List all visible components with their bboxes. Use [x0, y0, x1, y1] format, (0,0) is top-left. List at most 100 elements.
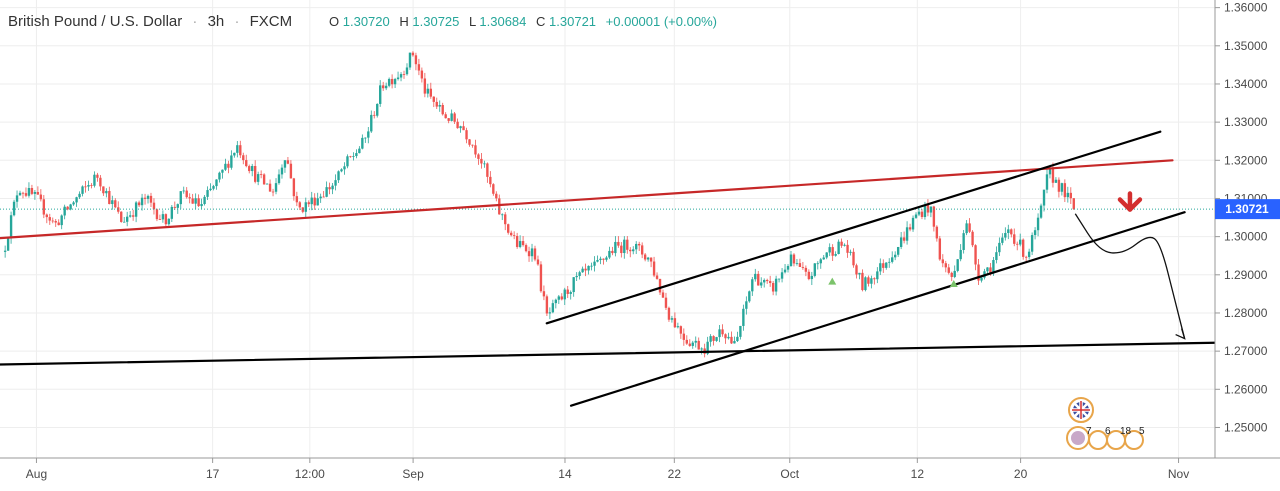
candle-body	[373, 114, 376, 116]
symbol-name: British Pound / U.S. Dollar	[8, 13, 182, 30]
candle-body	[295, 196, 299, 203]
resistance-line[interactable]	[0, 159, 1174, 240]
candle-body	[888, 261, 891, 263]
candle-body	[1063, 183, 1067, 198]
candle-body	[858, 272, 861, 275]
candle-body	[611, 250, 614, 254]
uk-flag-icon[interactable]	[1068, 397, 1094, 423]
uk-flag-icon[interactable]	[1066, 426, 1144, 450]
candle-body	[977, 264, 980, 281]
candle-body	[63, 206, 66, 216]
candle-body	[340, 169, 343, 172]
candle-body	[471, 144, 474, 146]
candle-body	[521, 241, 525, 246]
candle-body	[891, 257, 894, 262]
chart-header[interactable]: British Pound / U.S. Dollar · 3h · FXCM …	[8, 13, 717, 30]
candle-body	[376, 103, 379, 116]
candle-body	[102, 186, 105, 194]
candle-body	[524, 245, 528, 252]
candle-body	[3, 250, 7, 252]
candle-body	[123, 221, 126, 223]
candle-body	[411, 52, 415, 56]
last-price-value: 1.30721	[1225, 202, 1269, 216]
candle-body	[245, 160, 248, 167]
candle-body	[798, 263, 802, 267]
candle-body	[953, 270, 956, 277]
candle-body	[75, 197, 78, 203]
candle-body	[36, 192, 40, 195]
candle-body	[542, 291, 546, 297]
candle-body	[834, 253, 837, 256]
signal-marks-layer	[828, 191, 1143, 287]
close-label: C	[536, 14, 545, 29]
candle-body	[268, 183, 272, 192]
candle-body	[885, 262, 888, 268]
candle-body	[509, 232, 513, 236]
candle-body	[935, 226, 939, 239]
candle-body	[319, 196, 322, 199]
candle-body	[950, 272, 953, 277]
candle-body	[1027, 251, 1031, 258]
candle-body	[724, 334, 727, 339]
candle-body	[283, 160, 287, 168]
candle-body	[206, 190, 209, 197]
candle-body	[602, 258, 605, 260]
candle-body	[114, 200, 117, 208]
candle-body	[822, 257, 825, 260]
header-symbol-line[interactable]: British Pound / U.S. Dollar · 3h · FXCM	[8, 13, 292, 30]
price-axis[interactable]	[1215, 0, 1280, 458]
candle-body	[224, 163, 227, 170]
candle-body	[251, 166, 254, 172]
candle-body	[495, 193, 498, 199]
event-markers[interactable]: 7 6 18 5	[1066, 397, 1145, 450]
candle-body	[161, 214, 165, 220]
candle-body	[30, 188, 34, 194]
candle-body	[182, 190, 185, 192]
candle-body	[1045, 174, 1049, 190]
time-axis[interactable]	[0, 458, 1215, 486]
candle-body	[551, 303, 555, 313]
candle-body	[292, 178, 296, 197]
candle-body	[402, 74, 406, 75]
support-line[interactable]	[0, 341, 1217, 366]
candle-body	[685, 339, 688, 344]
candle-body	[932, 206, 936, 227]
candle-body	[381, 85, 385, 89]
candle-body	[605, 257, 608, 260]
candle-body	[635, 243, 638, 250]
candle-body	[751, 279, 754, 292]
candle-body	[262, 174, 266, 185]
projection-path[interactable]	[1074, 213, 1186, 339]
channel-upper-line[interactable]	[545, 130, 1162, 325]
candle-body	[980, 277, 983, 281]
candle-body	[748, 291, 751, 302]
candle-body	[754, 273, 757, 280]
candle-body	[423, 78, 427, 94]
candle-body	[721, 329, 724, 335]
time-tick-label: Sep	[402, 467, 424, 481]
candle-body	[908, 227, 912, 230]
candle-body	[33, 192, 37, 194]
candle-body	[673, 318, 677, 328]
channel-lower-line[interactable]	[569, 211, 1186, 407]
candle-body	[54, 220, 57, 223]
candle-body	[632, 249, 635, 252]
candle-body	[334, 180, 337, 186]
candle-body	[1010, 229, 1013, 235]
candle-body	[968, 223, 971, 232]
change-value: +0.00001 (+0.00%)	[606, 14, 717, 29]
time-tick-label: 22	[668, 467, 682, 481]
candle-body	[941, 259, 944, 264]
time-tick-label: 14	[558, 467, 572, 481]
candle-body	[566, 289, 569, 294]
candle-body	[310, 197, 313, 205]
candle-body	[78, 193, 81, 198]
last-price-badge: 1.30721	[1215, 199, 1280, 220]
candle-body	[682, 333, 686, 340]
candle-body	[697, 340, 700, 350]
candle-body	[560, 296, 563, 300]
candle-body	[242, 155, 245, 161]
candle-body	[807, 271, 811, 280]
